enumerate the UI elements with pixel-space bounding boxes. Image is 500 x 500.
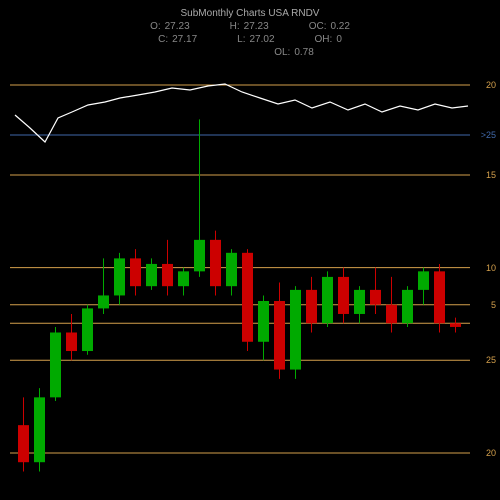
ohlc-row-1: O:27.23 H:27.23 OC:0.22 (0, 21, 500, 32)
right-axis: 20>25151052520 (472, 80, 496, 490)
ohlc-row-3: OL:0.78 (0, 47, 500, 58)
chart-header: SubMonthly Charts USA RNDV O:27.23 H:27.… (0, 8, 500, 60)
ohlc-row-2: C:27.17 L:27.02 OH:0 (0, 34, 500, 45)
chart-area[interactable] (10, 80, 470, 490)
candlestick-chart (10, 80, 470, 490)
chart-title: SubMonthly Charts USA RNDV (0, 8, 500, 19)
